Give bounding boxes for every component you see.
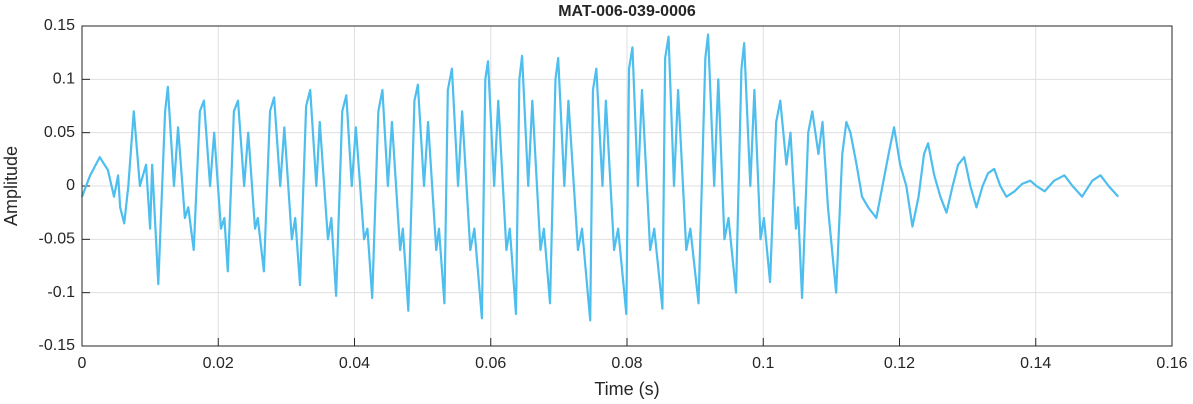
chart-title: MAT-006-039-0006	[558, 3, 696, 20]
y-tick-label: -0.05	[39, 231, 76, 248]
y-tick-label: 0.15	[44, 17, 75, 34]
x-axis-label: Time (s)	[594, 379, 659, 399]
x-tick-label: 0.16	[1156, 355, 1187, 372]
y-tick-label: -0.1	[47, 284, 75, 301]
x-tick-label: 0.04	[339, 355, 370, 372]
x-tick-label: 0.06	[475, 355, 506, 372]
y-axis-label: Amplitude	[1, 146, 21, 226]
x-tick-label: 0.02	[203, 355, 234, 372]
y-tick-label: -0.15	[39, 337, 76, 354]
x-tick-label: 0.12	[884, 355, 915, 372]
x-tick-label: 0	[78, 355, 87, 372]
y-tick-label: 0	[66, 177, 75, 194]
y-tick-label: 0.05	[44, 124, 75, 141]
waveform-line	[80, 33, 1120, 322]
y-tick-label: 0.1	[53, 71, 75, 88]
x-tick-label: 0.1	[752, 355, 774, 372]
axes-box	[81, 25, 1173, 347]
x-tick-label: 0.08	[611, 355, 642, 372]
x-tick-label: 0.14	[1020, 355, 1051, 372]
